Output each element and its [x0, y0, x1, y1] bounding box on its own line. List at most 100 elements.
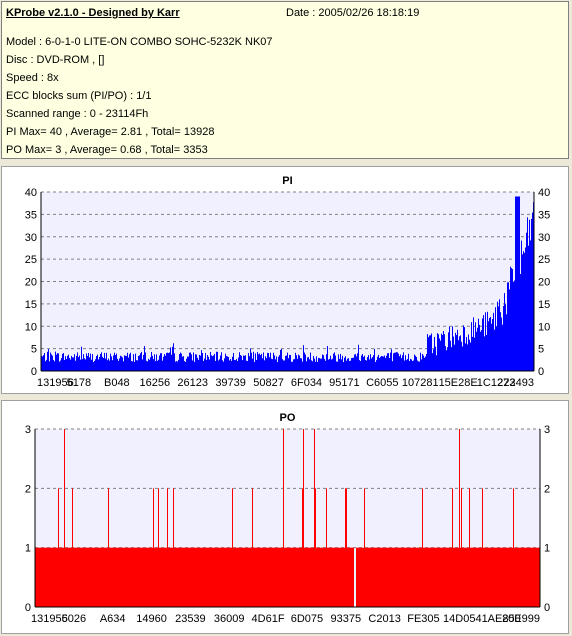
- bar: [295, 547, 296, 607]
- bar: [215, 547, 216, 607]
- bar: [241, 547, 242, 607]
- bar: [79, 355, 80, 371]
- bar: [328, 359, 329, 371]
- y-tick-label-right: 0: [538, 366, 544, 378]
- bar: [407, 547, 408, 607]
- bar: [183, 547, 184, 607]
- bar: [228, 547, 229, 607]
- bar: [174, 547, 175, 607]
- x-tick-label: 36009: [214, 613, 245, 625]
- bar: [257, 547, 258, 607]
- bar: [266, 358, 267, 371]
- bar: [104, 547, 105, 607]
- bar: [451, 347, 452, 371]
- bar: [376, 547, 377, 607]
- bar: [280, 349, 281, 371]
- bar: [77, 352, 78, 371]
- bar: [91, 359, 92, 371]
- bar: [114, 547, 115, 607]
- bar: [189, 547, 190, 607]
- bar: [84, 547, 85, 607]
- scan-date: Date : 2005/02/26 18:18:19: [286, 7, 420, 19]
- bar: [319, 358, 320, 371]
- bar: [253, 351, 254, 371]
- bar: [312, 361, 313, 371]
- disc-line: Disc : DVD-ROM , []: [6, 54, 105, 66]
- bar: [494, 547, 495, 607]
- bar: [217, 351, 218, 371]
- bar: [223, 361, 224, 371]
- bar: [150, 357, 151, 371]
- bar: [411, 359, 412, 371]
- bar: [75, 360, 76, 371]
- bar: [262, 547, 263, 607]
- bar: [274, 547, 275, 607]
- bar: [264, 547, 265, 607]
- bar: [468, 334, 469, 371]
- bar: [133, 547, 134, 607]
- bar: [277, 547, 278, 607]
- bar: [528, 245, 529, 371]
- bar: [196, 547, 197, 607]
- bar: [149, 547, 150, 607]
- bar: [198, 359, 199, 371]
- bar: [86, 547, 87, 607]
- x-tick-label: 4D61F: [252, 613, 285, 625]
- y-tick-label-right: 25: [538, 254, 550, 266]
- bar: [324, 547, 325, 607]
- bar: [150, 547, 151, 607]
- bar: [210, 547, 211, 607]
- bar: [467, 547, 468, 607]
- bar: [142, 547, 143, 607]
- bar: [237, 547, 238, 607]
- bar: [106, 547, 107, 607]
- bar: [524, 547, 525, 607]
- x-tick-label: 1AE850: [482, 613, 521, 625]
- bar: [242, 360, 243, 371]
- bar: [352, 547, 353, 607]
- bar: [364, 488, 365, 607]
- bar: [169, 352, 170, 371]
- bar: [405, 355, 406, 371]
- bar: [76, 355, 77, 371]
- bar: [482, 488, 483, 607]
- y-tick-label-left: 30: [25, 232, 37, 244]
- model-line: Model : 6-0-1-0 LITE-ON COMBO SOHC-5232K…: [6, 36, 273, 48]
- bar: [248, 547, 249, 607]
- bar: [118, 547, 119, 607]
- bar: [42, 356, 43, 371]
- bar: [438, 547, 439, 607]
- bar: [119, 547, 120, 607]
- bar: [53, 547, 54, 607]
- range-line: Scanned range : 0 - 23114Fh: [6, 108, 149, 120]
- bar: [493, 312, 494, 371]
- bar: [301, 547, 302, 607]
- bar: [268, 353, 269, 371]
- bar: [236, 358, 237, 371]
- bar: [384, 355, 385, 371]
- bar: [394, 352, 395, 371]
- bar: [219, 547, 220, 607]
- bar: [275, 359, 276, 371]
- bar: [240, 547, 241, 607]
- bar: [144, 346, 145, 371]
- bar: [471, 322, 472, 371]
- bar: [310, 352, 311, 371]
- bar: [208, 356, 209, 371]
- bar: [213, 355, 214, 371]
- bar: [378, 354, 379, 371]
- bar: [463, 547, 464, 607]
- bar: [342, 355, 343, 371]
- bar: [334, 547, 335, 607]
- bar: [237, 361, 238, 371]
- x-tick-label: 5026: [62, 613, 86, 625]
- bar: [502, 324, 503, 371]
- bar: [534, 547, 535, 607]
- bar: [268, 547, 269, 607]
- bar: [310, 547, 311, 607]
- bar: [364, 355, 365, 371]
- bar: [239, 352, 240, 371]
- bar: [339, 358, 340, 371]
- bar: [116, 353, 117, 371]
- bar: [445, 547, 446, 607]
